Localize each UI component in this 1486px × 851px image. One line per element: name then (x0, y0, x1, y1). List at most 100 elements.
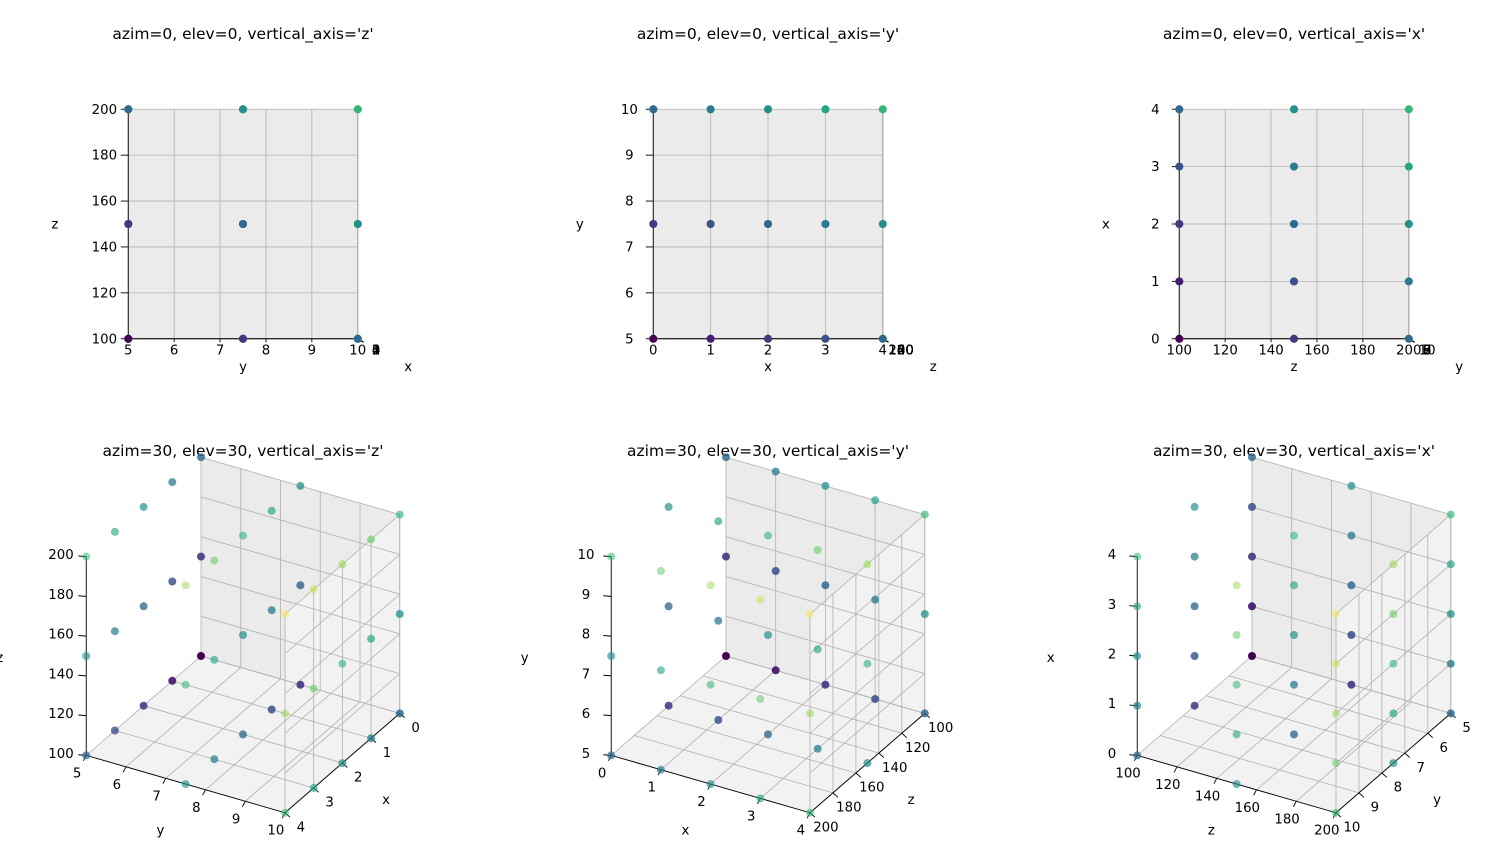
z-tick-label: 100 (1167, 343, 1192, 358)
data-point (1389, 709, 1398, 718)
z-axis-label: z (1291, 360, 1298, 375)
z-tick-label: 120 (888, 343, 913, 358)
data-point (1290, 220, 1298, 228)
grid-line (284, 633, 401, 734)
y-axis-label: y (521, 651, 529, 666)
data-point (1290, 680, 1298, 689)
data-point (764, 631, 772, 639)
z-tick-mark (1213, 778, 1218, 785)
data-point (1389, 759, 1398, 768)
data-point (813, 645, 822, 654)
data-point (82, 751, 91, 760)
y-tick-label: 10 (621, 103, 638, 118)
x-tick-label: 4 (297, 820, 305, 835)
data-point (706, 581, 715, 590)
y-tick-label: 5 (582, 747, 590, 762)
data-point (1404, 220, 1413, 228)
z-tick-mark (832, 792, 839, 798)
data-point (706, 220, 715, 228)
data-point (1290, 531, 1298, 540)
y-tick-label: 7 (625, 240, 633, 255)
data-point (395, 510, 404, 519)
y-tick-label: 7 (1423, 343, 1431, 358)
data-point (878, 220, 887, 228)
grid-line (1295, 701, 1412, 802)
data-point (607, 552, 616, 561)
x-tick-label: 1 (1151, 275, 1159, 290)
data-point (1232, 581, 1241, 590)
data-point (1232, 631, 1241, 639)
data-point (863, 659, 872, 668)
data-point (1248, 602, 1256, 611)
data-point (920, 709, 929, 718)
data-point (714, 716, 723, 724)
y-tick-label: 5 (1462, 721, 1470, 736)
data-point (239, 220, 247, 228)
data-point (664, 502, 673, 511)
z-tick-label: 180 (836, 801, 861, 816)
data-point (1175, 220, 1184, 228)
y-tick-mark (241, 801, 246, 807)
z-tick-label: 160 (92, 195, 117, 210)
z-tick-mark (1173, 766, 1178, 773)
data-point (1389, 610, 1398, 618)
x-tick-label: 2 (1108, 648, 1116, 663)
z-tick-label: 160 (1304, 343, 1329, 358)
x-tick-label: 3 (821, 343, 829, 358)
z-axis-label: z (1208, 823, 1215, 838)
data-point (296, 680, 305, 689)
grid-line (200, 576, 400, 635)
y-tick-label: 7 (216, 343, 224, 358)
data-point (281, 709, 289, 718)
data-point (1190, 552, 1199, 561)
data-point (181, 680, 190, 689)
z-tick-label: 200 (1314, 824, 1339, 839)
z-tick-label: 100 (928, 721, 953, 736)
data-point (871, 496, 880, 505)
data-point (353, 334, 362, 343)
data-point (281, 610, 289, 618)
grid-line (284, 593, 401, 694)
data-point (764, 730, 772, 739)
data-point (139, 602, 148, 611)
z-tick-mark (78, 635, 87, 637)
data-point (1389, 659, 1398, 668)
data-point (649, 220, 658, 228)
grid-line (1183, 715, 1383, 774)
data-point (139, 701, 148, 710)
y-tick-mark (202, 789, 206, 796)
y-tick-mark (603, 714, 612, 717)
x-tick-label: 3 (1108, 598, 1116, 613)
z-tick-label: 140 (882, 761, 907, 776)
data-point (309, 783, 318, 792)
y-tick-mark (122, 766, 127, 773)
x-tick-label: 0 (411, 721, 419, 736)
axes: 100 120 140 160 180 200 z 0 1 2 3 4 x 5 6 7 8 9 10 y (521, 548, 954, 839)
data-point (1133, 652, 1142, 660)
x-tick-label: 3 (325, 796, 333, 811)
y-tick-label: 7 (152, 789, 160, 804)
data-point (1332, 808, 1340, 817)
y-axis-label: y (1455, 360, 1463, 375)
data-point (1190, 652, 1199, 660)
y-tick-label: 8 (625, 195, 633, 210)
grid-line (125, 667, 242, 768)
data-point (764, 105, 772, 114)
data-point (1248, 502, 1256, 511)
panel-azim30-elev30-vertical-y: azim=30, elev=30, vertical_axis='y' 1001… (521, 442, 954, 839)
data-point (722, 552, 730, 561)
data-point (1175, 277, 1184, 286)
z-tick-label: 200 (48, 548, 73, 563)
data-point (239, 730, 247, 739)
z-tick-label: 100 (48, 747, 73, 762)
x-tick-label: 0 (649, 343, 657, 358)
data-point (771, 567, 780, 575)
data-point (649, 334, 658, 343)
panel-azim0-elev0-vertical-y: azim=0, elev=0, vertical_axis='y' 100120… (576, 25, 937, 375)
z-axis-label: z (930, 360, 937, 375)
data-point (367, 634, 376, 643)
grid-line (284, 673, 401, 774)
scatter-points (82, 453, 404, 817)
